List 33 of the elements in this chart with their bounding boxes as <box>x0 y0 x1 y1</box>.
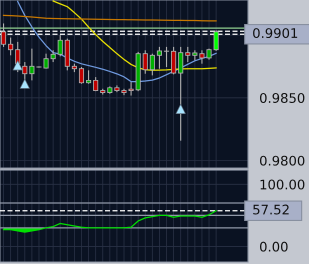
candlestick <box>214 30 219 52</box>
line-series <box>17 0 217 82</box>
candlestick <box>171 46 176 75</box>
ref-line-label: 0.9901 <box>253 28 298 38</box>
y-tick-label: 100.00 <box>260 180 304 190</box>
line-series <box>2 210 217 233</box>
candlestick <box>185 46 190 63</box>
candlestick <box>128 82 134 96</box>
candlestick <box>58 34 63 57</box>
candlestick <box>29 48 34 81</box>
candlestick <box>156 46 162 70</box>
candlestick <box>8 37 14 56</box>
candlestick <box>86 70 92 84</box>
y-tick-label: 0.9800 <box>260 156 304 166</box>
y-tick-label: 0.00 <box>260 242 288 252</box>
candlestick <box>50 50 56 63</box>
candlestick <box>15 41 20 73</box>
candlestick <box>199 50 204 64</box>
point <box>20 78 30 89</box>
candlestick <box>22 62 28 81</box>
y-tick-label: 0.9850 <box>260 93 304 103</box>
candlestick <box>0 22 6 48</box>
candlestick <box>78 66 84 84</box>
point <box>12 60 23 70</box>
candlestick <box>150 53 155 76</box>
candlestick <box>44 53 49 70</box>
candlestick <box>206 48 212 60</box>
point <box>176 104 186 114</box>
candlestick <box>142 50 148 74</box>
ref-line-label: 57.52 <box>253 204 289 215</box>
candlestick <box>164 46 170 68</box>
candlestick <box>93 76 98 92</box>
candlestick <box>192 50 198 61</box>
